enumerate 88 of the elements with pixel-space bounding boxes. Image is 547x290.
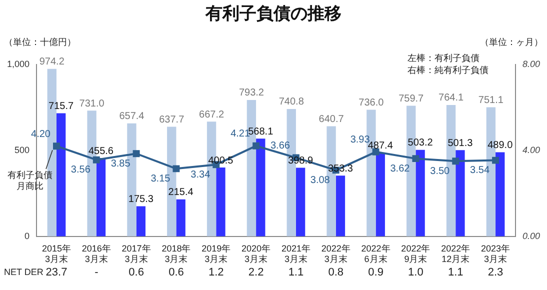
point xyxy=(252,142,260,150)
text: 2.2 xyxy=(248,266,264,278)
y-tick-label: 0 xyxy=(24,230,30,241)
point xyxy=(53,142,60,150)
text: 1.1 xyxy=(288,266,304,278)
x-tick-label: 2017年 3月末 xyxy=(122,243,151,264)
chart-title: 有利子負債の推移 xyxy=(204,4,342,23)
point xyxy=(452,158,460,165)
data-label: 3.66 xyxy=(270,140,290,152)
text: 1.2 xyxy=(208,266,224,278)
bar xyxy=(416,150,425,236)
bar xyxy=(136,206,146,236)
bar xyxy=(56,113,66,236)
y2-tick-label: 0.00 xyxy=(522,230,540,241)
data-label: 974.2 xyxy=(39,56,65,68)
bar xyxy=(176,199,186,236)
point xyxy=(412,155,420,162)
text: 0.8 xyxy=(328,266,344,278)
data-label: 3.15 xyxy=(150,173,171,184)
x-tick-label: 2018年 3月末 xyxy=(162,243,191,264)
data-label: 759.7 xyxy=(398,93,424,104)
y-tick-label: 500 xyxy=(14,144,30,155)
point xyxy=(92,156,100,164)
text: NET DER xyxy=(4,266,44,277)
point xyxy=(132,150,140,158)
data-label: 3.85 xyxy=(110,158,131,170)
y2-tick-label: 8.00 xyxy=(522,58,540,69)
point xyxy=(492,156,499,164)
data-label: 715.7 xyxy=(48,101,74,112)
data-label: 3.50 xyxy=(430,166,450,177)
data-label: 764.1 xyxy=(438,92,464,104)
x-tick-label: 2022年 6月末 xyxy=(361,243,390,264)
data-label: 568.1 xyxy=(248,126,274,138)
bar xyxy=(256,138,266,236)
bar xyxy=(216,168,226,236)
text: 0.6 xyxy=(128,266,144,278)
text: 1.1 xyxy=(448,266,464,278)
data-label: 489.0 xyxy=(488,140,514,152)
data-label: 751.1 xyxy=(478,94,504,106)
x-tick-label: 2022年 12月末 xyxy=(441,243,470,264)
text: 23.7 xyxy=(46,266,68,278)
data-label: 3.54 xyxy=(470,165,490,176)
data-label: 3.08 xyxy=(310,174,330,186)
data-label: 487.4 xyxy=(368,140,394,152)
x-tick-label: 2021年 3月末 xyxy=(281,243,310,264)
data-label: 3.34 xyxy=(190,169,211,180)
data-label: 175.3 xyxy=(128,194,154,205)
x-tick-label: 2023年 3月末 xyxy=(481,243,510,264)
x-tick-label: 2022年 9月末 xyxy=(401,243,430,264)
x-tick-label: 2020年 3月末 xyxy=(242,243,271,264)
data-label: 3.62 xyxy=(390,163,410,174)
bar xyxy=(456,150,465,236)
text: 有利子負債月商比 xyxy=(8,170,52,192)
x-tick-label: 2016年 3月末 xyxy=(82,243,111,264)
point xyxy=(172,165,180,172)
bar xyxy=(296,168,306,236)
bar xyxy=(96,158,106,236)
x-tick-label: 2019年 3月末 xyxy=(202,243,231,264)
text: 0.9 xyxy=(368,266,384,278)
bar xyxy=(336,176,346,236)
bar xyxy=(496,152,505,236)
data-label: 637.7 xyxy=(159,114,185,126)
data-label: 667.2 xyxy=(199,109,224,120)
bar xyxy=(376,152,385,236)
data-label: 731.0 xyxy=(79,98,105,110)
data-label: 740.8 xyxy=(278,96,304,108)
data-label: 455.6 xyxy=(88,146,114,157)
y-tick-label: 1,000 xyxy=(6,58,30,69)
text: 左棒：有利子負債 xyxy=(407,52,480,63)
y2-axis-title: （単位：ヶ月） xyxy=(480,36,543,47)
data-label: 793.2 xyxy=(238,88,264,99)
text: 1.0 xyxy=(408,266,424,278)
y-axis-title: （単位：十億円） xyxy=(4,36,76,47)
data-label: 503.2 xyxy=(408,138,434,149)
text: 2.3 xyxy=(488,266,504,278)
data-label: 640.7 xyxy=(318,114,344,125)
y2-tick-label: 4.00 xyxy=(522,144,540,155)
data-label: 215.4 xyxy=(168,187,194,198)
text: - xyxy=(94,266,99,278)
x-tick-label: 2022年 3月末 xyxy=(321,243,350,264)
x-tick-label: 2015年 3月末 xyxy=(42,243,71,264)
data-label: 3.56 xyxy=(70,164,91,176)
data-label: 3.93 xyxy=(350,134,370,146)
text: 0.6 xyxy=(168,266,184,278)
data-label: 657.4 xyxy=(119,111,145,122)
annotation: 右棒：純有利子負債 xyxy=(407,64,488,75)
data-label: 736.0 xyxy=(358,98,384,109)
data-label: 501.3 xyxy=(448,138,474,149)
